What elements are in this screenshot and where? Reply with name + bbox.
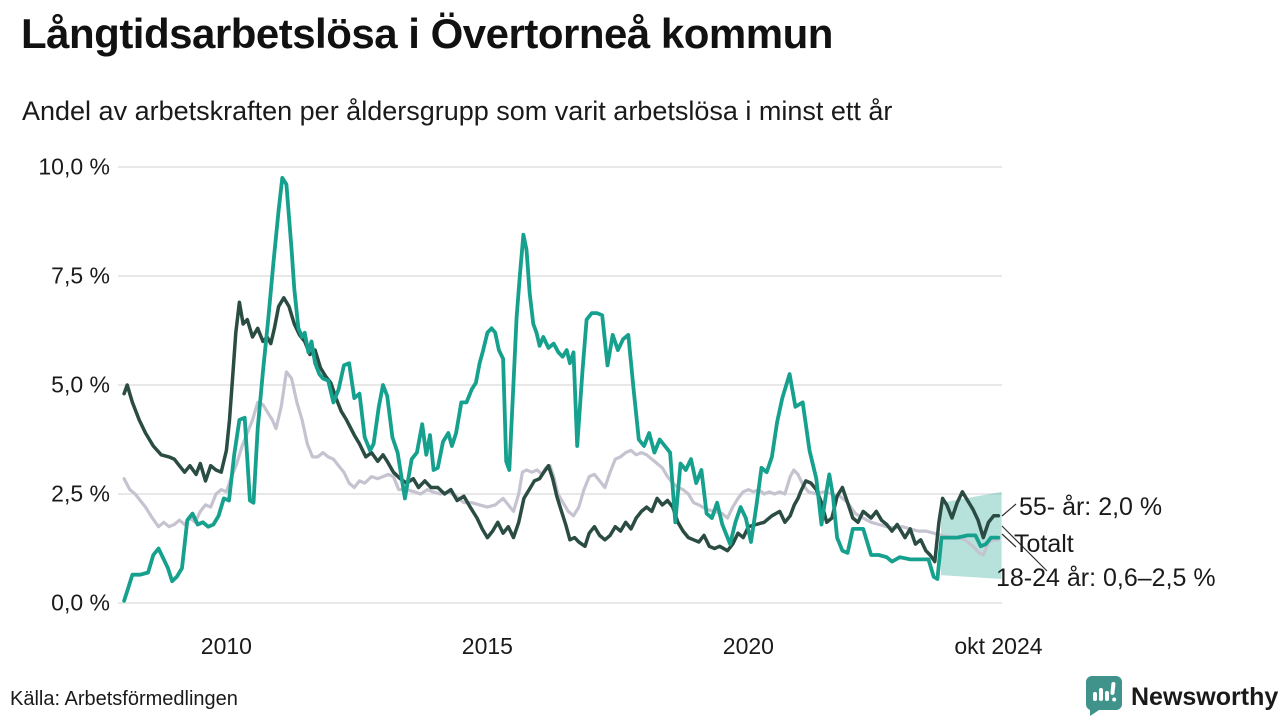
page-subtitle: Andel av arbetskraften per åldersgrupp s… xyxy=(22,96,893,126)
y-tick-label: 2,5 % xyxy=(51,480,110,507)
y-tick-label: 7,5 % xyxy=(51,262,110,289)
x-tick-label: 2015 xyxy=(461,633,513,659)
series-end-label: Totalt xyxy=(1014,530,1074,558)
x-tick-label: okt 2024 xyxy=(954,633,1043,659)
x-tick-label: 2020 xyxy=(722,633,774,659)
series-end-label: 18-24 år: 0,6–2,5 % xyxy=(996,564,1216,592)
leader-line xyxy=(1001,525,1048,572)
series-line-55-r xyxy=(122,296,1001,564)
newsworthy-logo-icon xyxy=(1083,674,1123,720)
y-tick-label: 5,0 % xyxy=(51,371,110,398)
newsworthy-logo-text: Newsworthy xyxy=(1131,683,1279,711)
chart-series-lines xyxy=(122,175,1001,603)
series-line-18-24-r xyxy=(122,175,1001,603)
label-leader-lines xyxy=(1001,503,1048,572)
x-tick-label: 2010 xyxy=(200,633,252,659)
source-note: Källa: Arbetsförmedlingen xyxy=(10,688,238,710)
leader-line xyxy=(1001,533,1017,548)
newsworthy-logo: Newsworthy xyxy=(1083,674,1278,720)
page-title: Långtidsarbetslösa i Övertorneå kommun xyxy=(21,10,833,57)
y-tick-label: 0,0 % xyxy=(51,589,110,616)
leader-line xyxy=(1001,503,1017,517)
series-end-label: 55- år: 2,0 % xyxy=(1019,493,1163,521)
y-tick-label: 10,0 % xyxy=(38,153,110,180)
gridlines xyxy=(118,166,1002,604)
